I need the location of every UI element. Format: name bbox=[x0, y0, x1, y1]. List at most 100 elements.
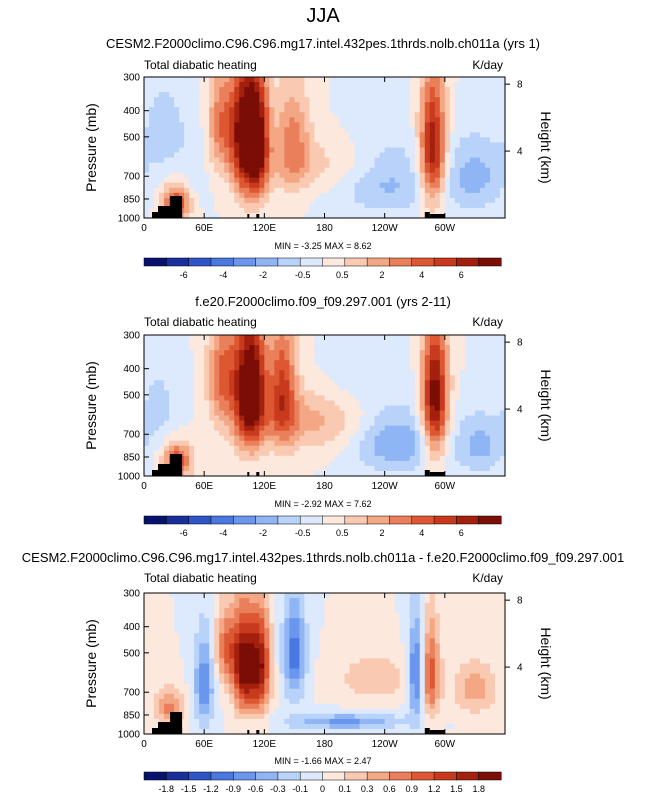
heatmap-cell bbox=[284, 365, 290, 371]
heatmap-cell bbox=[234, 420, 240, 427]
heatmap-cell bbox=[289, 97, 296, 103]
heatmap-cell bbox=[179, 152, 185, 159]
heatmap-cell bbox=[259, 618, 265, 624]
colorbar-swatch bbox=[277, 257, 301, 267]
heatmap-cell bbox=[184, 87, 190, 93]
heatmap-cell bbox=[384, 345, 391, 351]
heatmap-cell bbox=[229, 598, 235, 604]
heatmap-cell bbox=[239, 147, 245, 154]
heatmap-cell bbox=[169, 147, 175, 154]
heatmap-cell bbox=[269, 608, 275, 614]
heatmap-cell bbox=[339, 77, 346, 83]
heatmap-cell bbox=[379, 380, 386, 386]
heatmap-cell bbox=[184, 345, 190, 351]
heatmap-cell bbox=[214, 410, 220, 417]
heatmap-cell bbox=[279, 102, 285, 108]
heatmap-cell bbox=[189, 405, 195, 412]
heatmap-cell bbox=[339, 335, 346, 341]
heatmap-cell bbox=[234, 355, 240, 361]
heatmap-cell bbox=[249, 370, 255, 376]
heatmap-cell bbox=[319, 122, 326, 128]
heatmap-cell bbox=[234, 87, 240, 93]
heatmap-cell bbox=[489, 182, 496, 189]
heatmap-cell bbox=[474, 142, 481, 149]
heatmap-cell bbox=[154, 97, 160, 103]
heatmap-cell bbox=[334, 117, 341, 123]
heatmap-cell bbox=[474, 420, 481, 427]
heatmap-cell bbox=[214, 82, 220, 88]
heatmap-cell bbox=[339, 375, 346, 381]
heatmap-cell bbox=[214, 117, 220, 123]
heatmap-cell bbox=[304, 350, 311, 356]
heatmap-cell bbox=[374, 132, 381, 139]
heatmap-cell bbox=[299, 137, 306, 144]
heatmap-cell bbox=[414, 405, 421, 412]
heatmap-cell bbox=[434, 102, 441, 108]
heatmap-cell bbox=[179, 435, 185, 442]
heatmap-cell bbox=[229, 172, 235, 179]
heatmap-cell bbox=[169, 82, 175, 88]
heatmap-cell bbox=[359, 385, 366, 391]
heatmap-cell bbox=[329, 107, 336, 113]
heatmap-cell bbox=[499, 465, 506, 472]
heatmap-cell bbox=[499, 157, 506, 164]
heatmap-cell bbox=[224, 390, 230, 397]
heatmap-cell bbox=[419, 445, 426, 452]
heatmap-cell bbox=[219, 435, 225, 442]
heatmap-cell bbox=[429, 460, 436, 467]
heatmap-cell bbox=[254, 450, 260, 457]
heatmap-cell bbox=[289, 177, 296, 184]
heatmap-cell bbox=[444, 375, 451, 381]
heatmap-cell bbox=[224, 623, 230, 629]
heatmap-cell bbox=[234, 97, 240, 103]
heatmap-cell bbox=[444, 405, 451, 412]
heatmap-cell bbox=[389, 618, 396, 624]
heatmap-cell bbox=[229, 628, 235, 634]
heatmap-cell bbox=[229, 395, 235, 402]
heatmap-cell bbox=[344, 643, 351, 649]
heatmap-cell bbox=[249, 415, 255, 422]
heatmap-cell bbox=[199, 628, 205, 634]
heatmap-cell bbox=[249, 365, 255, 371]
heatmap-cell bbox=[359, 430, 366, 437]
heatmap-cell bbox=[419, 157, 426, 164]
heatmap-cell bbox=[179, 400, 185, 407]
heatmap-cell bbox=[389, 628, 396, 634]
heatmap-cell bbox=[419, 470, 426, 477]
heatmap-cell bbox=[409, 202, 416, 209]
heatmap-cell bbox=[434, 77, 441, 83]
heatmap-cell bbox=[484, 628, 491, 634]
heatmap-cell bbox=[394, 82, 401, 88]
heatmap-cell bbox=[494, 335, 501, 341]
heatmap-cell bbox=[349, 147, 356, 154]
heatmap-cell bbox=[474, 147, 481, 154]
heatmap-cell bbox=[394, 638, 401, 644]
heatmap-cell bbox=[404, 360, 411, 366]
heatmap-cell bbox=[424, 638, 431, 644]
heatmap-cell bbox=[389, 107, 396, 113]
heatmap-cell bbox=[284, 142, 290, 149]
heatmap-cell bbox=[214, 162, 220, 169]
heatmap-cell bbox=[234, 400, 240, 407]
heatmap-cell bbox=[384, 202, 391, 209]
heatmap-cell bbox=[424, 142, 431, 149]
heatmap-cell bbox=[264, 440, 270, 447]
heatmap-cell bbox=[424, 340, 431, 346]
heatmap-cell bbox=[199, 122, 205, 128]
heatmap-cell bbox=[484, 455, 491, 462]
heatmap-cell bbox=[439, 455, 446, 462]
heatmap-cell bbox=[224, 430, 230, 437]
heatmap-cell bbox=[449, 335, 456, 341]
heatmap-cell bbox=[419, 345, 426, 351]
heatmap-cell bbox=[174, 450, 180, 457]
heatmap-cell bbox=[334, 375, 341, 381]
heatmap-cell bbox=[239, 470, 245, 477]
heatmap-cell bbox=[334, 618, 341, 624]
heatmap-cell bbox=[274, 157, 280, 164]
heatmap-cell bbox=[244, 430, 250, 437]
heatmap-cell bbox=[424, 97, 431, 103]
heatmap-cell bbox=[354, 182, 361, 189]
heatmap-cell bbox=[414, 455, 421, 462]
heatmap-cell bbox=[219, 643, 225, 649]
heatmap-cell bbox=[164, 182, 170, 189]
